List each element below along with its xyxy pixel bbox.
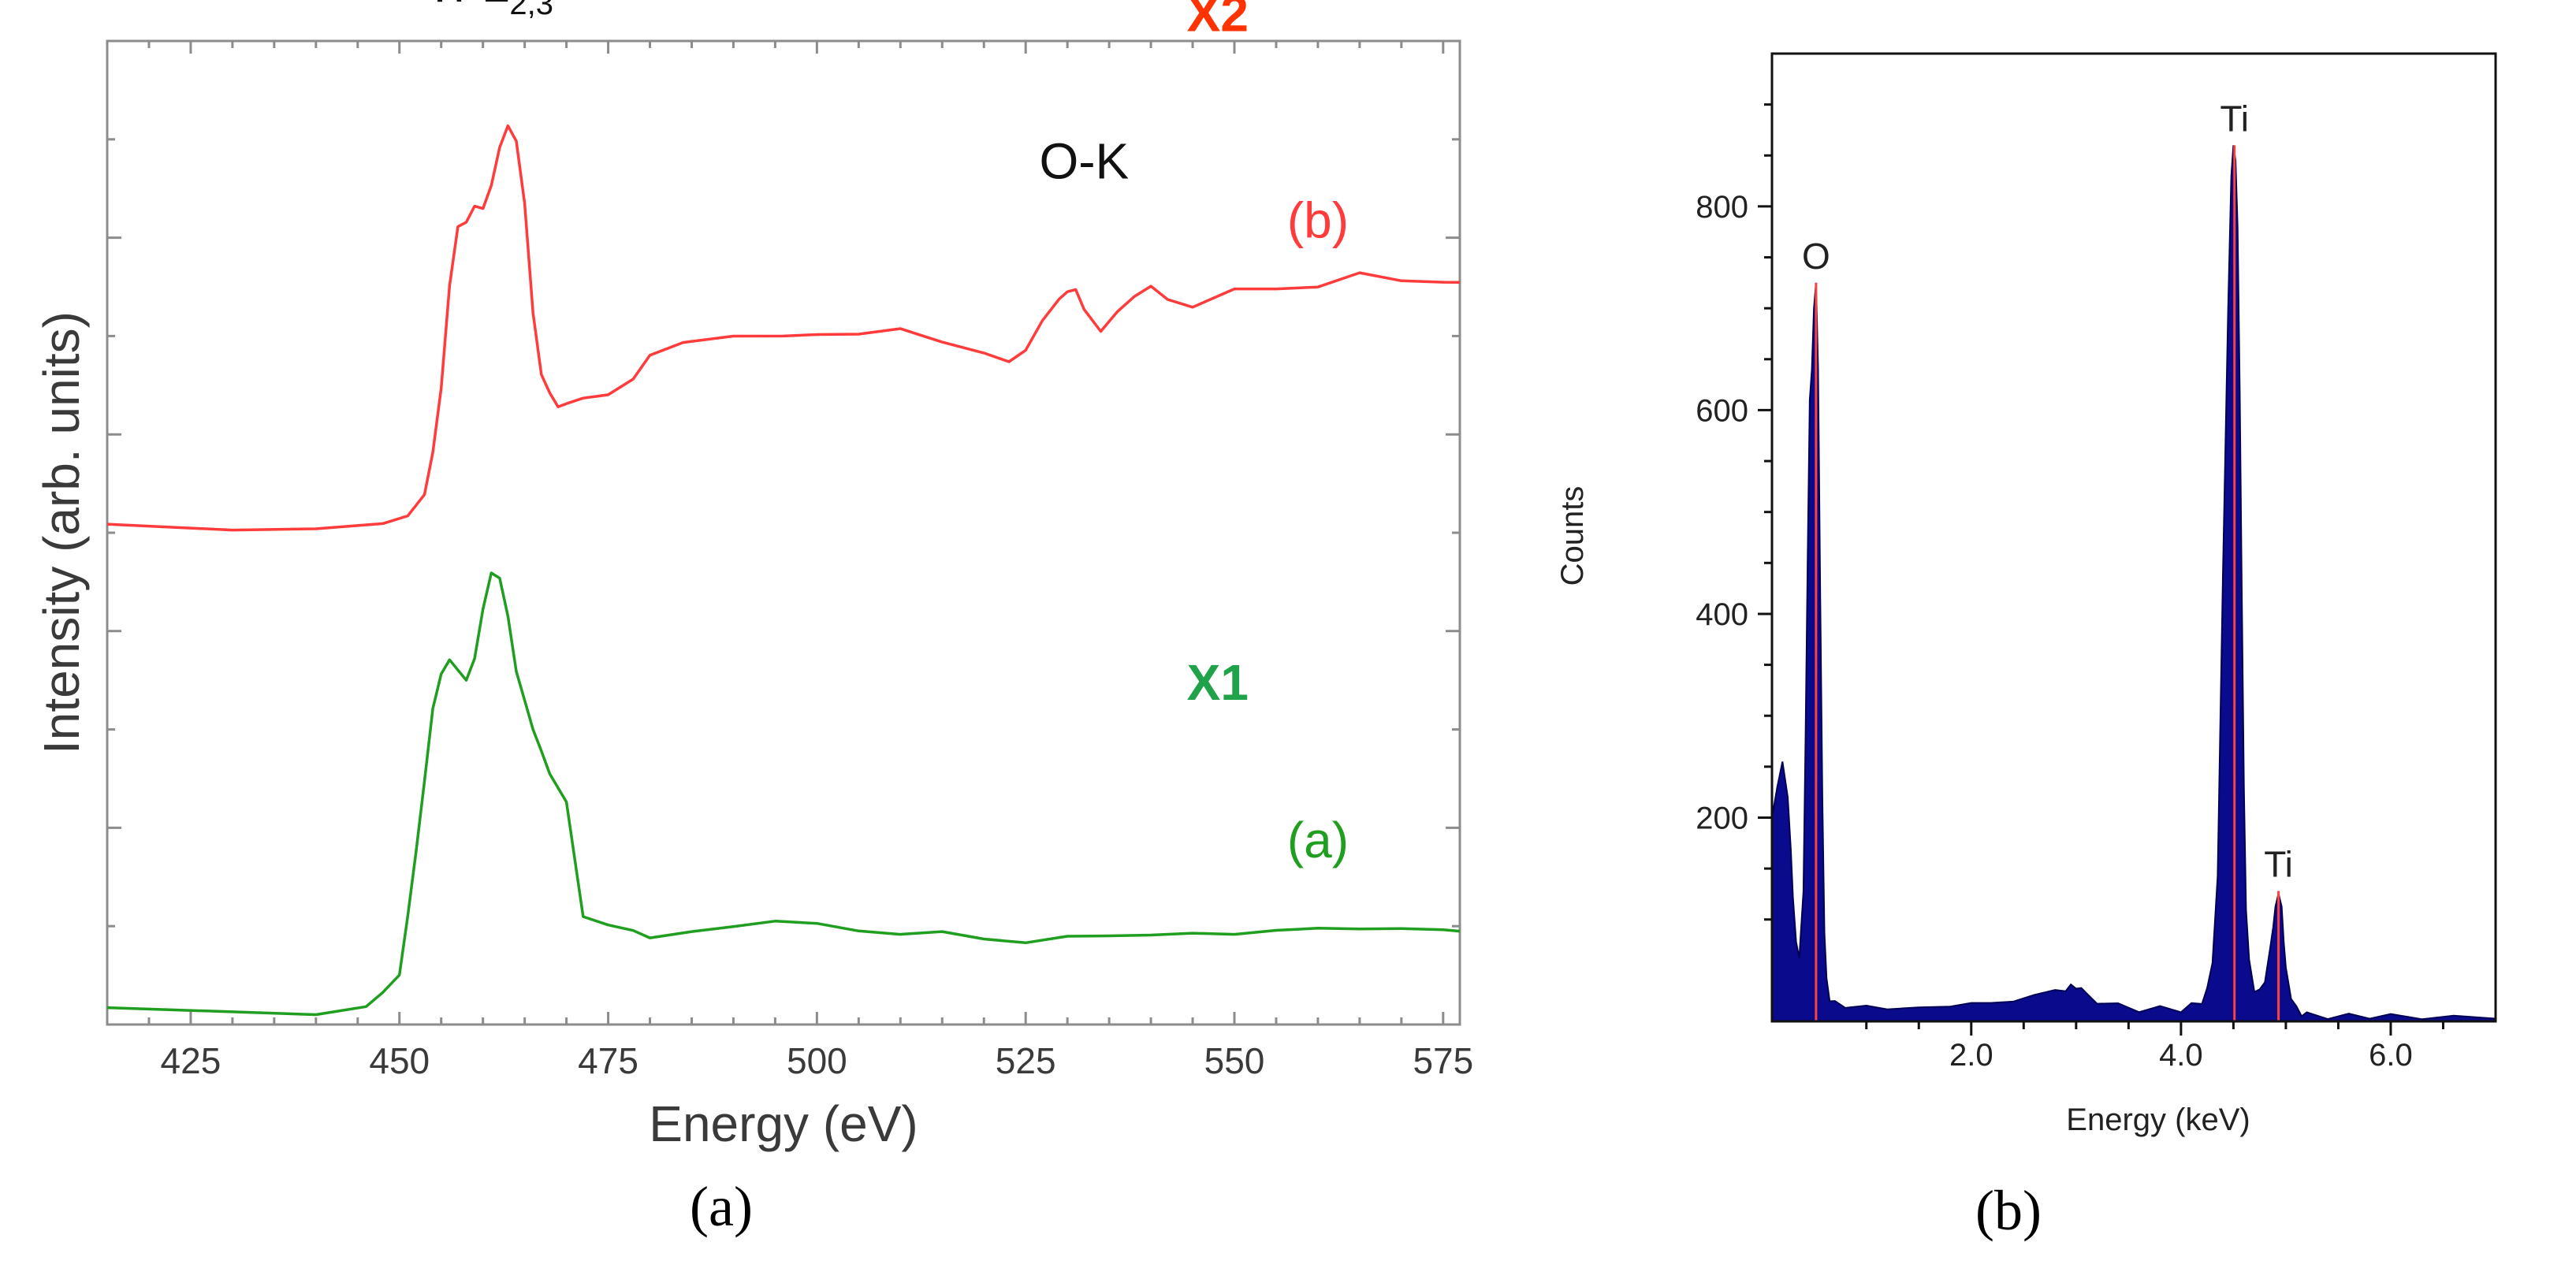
- panel-b-y-axis-label: Counts: [1555, 486, 1590, 586]
- panel-a-plot-frame: [106, 39, 1461, 1026]
- panel-b-spectrum-fill: [1771, 145, 2496, 1022]
- panel-b-y-tick-label: 600: [1696, 393, 1748, 428]
- panel-a-o-k-label: O-K: [1039, 133, 1129, 190]
- panel-b-tick-labels: 2.0 4.0 6.0 200 400 600 800: [1696, 190, 2413, 1073]
- panel-a-x-tick-label: 425: [161, 1040, 221, 1081]
- panel-a-curve-a: [106, 571, 1461, 1017]
- panel-b-x-axis-label: Energy (keV): [2066, 1103, 2250, 1137]
- panel-a-x-tick-label: 475: [578, 1040, 638, 1081]
- panel-a-x-tick-label: 575: [1413, 1040, 1473, 1081]
- panel-b-peak-label-o: O: [1802, 236, 1830, 277]
- panel-b-peak-markers: [1815, 145, 2280, 1021]
- panel-a-annotations: (b) (a) Ti-L2,3 O-K X2 X1: [425, 0, 1349, 868]
- panel-b-peak-label-ti: Ti: [2264, 844, 2293, 885]
- panel-a-x-tick-label: 500: [787, 1040, 847, 1081]
- panel-b-y-tick-label: 400: [1696, 597, 1748, 632]
- panel-a-x-tick-label: 550: [1204, 1040, 1265, 1081]
- panel-b-eds-spectrum: 2.0 4.0 6.0 200 400 600 800 O Ti Ti Energy (keV)…: [1555, 52, 2497, 1242]
- panel-b-spectrum-area: [1771, 145, 2496, 1022]
- panel-a-curve-b: [106, 124, 1461, 532]
- panel-a-x-tick-label: 450: [369, 1040, 430, 1081]
- panel-b-y-tick-label: 800: [1696, 190, 1748, 225]
- panel-a-x1-label: X1: [1187, 654, 1249, 711]
- panel-a-caption: (a): [690, 1175, 753, 1238]
- panel-b-x-tick-label: 6.0: [2369, 1038, 2413, 1073]
- panel-a-ti-l23-label: Ti-L2,3: [425, 0, 553, 21]
- panel-a-curves: [106, 124, 1461, 1017]
- panel-a-x-tick-labels: 425 450 475 500 525 550 575: [161, 1040, 1474, 1081]
- panel-b-ticks: [1758, 103, 2444, 1036]
- panel-a-ti-l23-spectra: 425 450 475 500 525 550 575 (b) (a) Ti-L2,3 O-K X2…: [33, 0, 1473, 1238]
- panel-a-x-tick-label: 525: [996, 1040, 1056, 1081]
- panel-b-peak-labels: O Ti Ti: [1802, 98, 2293, 884]
- panel-b-x-tick-label: 2.0: [1949, 1038, 1993, 1073]
- panel-b-peak-label-ti: Ti: [2220, 98, 2249, 139]
- panel-b-y-tick-label: 200: [1696, 801, 1748, 835]
- panel-a-x-axis-label: Energy (eV): [649, 1095, 918, 1152]
- panel-a-series-label-a: (a): [1287, 812, 1349, 868]
- panel-b-x-tick-label: 4.0: [2159, 1038, 2203, 1073]
- panel-a-series-label-b: (b): [1287, 192, 1349, 249]
- panel-b-caption: (b): [1975, 1179, 2042, 1242]
- panel-b-plot-frame: [1770, 52, 2497, 1023]
- panel-a-y-axis-label: Intensity (arb. units): [33, 311, 90, 754]
- panel-a-x2-label: X2: [1187, 0, 1249, 43]
- panel-a-ticks: [107, 39, 1460, 1026]
